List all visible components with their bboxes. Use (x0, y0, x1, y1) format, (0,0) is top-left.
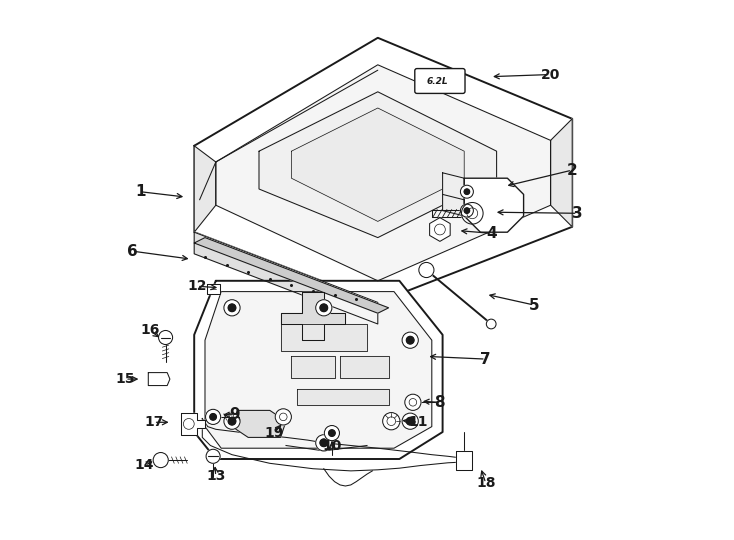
Text: 20: 20 (541, 68, 560, 82)
Circle shape (320, 439, 327, 447)
Polygon shape (195, 238, 388, 313)
Polygon shape (148, 373, 170, 386)
Text: 5: 5 (529, 298, 539, 313)
Polygon shape (181, 413, 205, 435)
Text: 16: 16 (140, 323, 159, 338)
Polygon shape (232, 410, 286, 437)
Circle shape (460, 204, 473, 217)
Circle shape (467, 208, 478, 219)
Text: 12: 12 (187, 279, 207, 293)
Circle shape (224, 300, 240, 316)
Polygon shape (464, 178, 523, 232)
Circle shape (228, 417, 236, 425)
Text: 10: 10 (322, 438, 341, 453)
Text: 11: 11 (409, 415, 428, 429)
Polygon shape (280, 292, 346, 340)
Polygon shape (205, 292, 432, 448)
Circle shape (382, 413, 400, 430)
Polygon shape (195, 146, 216, 232)
Circle shape (387, 417, 396, 426)
Text: 6.2L: 6.2L (426, 77, 448, 85)
Text: 14: 14 (135, 458, 154, 472)
Polygon shape (195, 232, 378, 324)
Text: 9: 9 (230, 407, 240, 422)
Text: 8: 8 (435, 395, 446, 410)
Circle shape (184, 418, 195, 429)
Text: 4: 4 (486, 226, 496, 241)
Circle shape (316, 435, 332, 451)
Polygon shape (195, 281, 443, 459)
Circle shape (324, 426, 339, 441)
Text: 13: 13 (206, 469, 225, 483)
Circle shape (462, 202, 483, 224)
Circle shape (402, 332, 418, 348)
Text: 1: 1 (135, 184, 145, 199)
Circle shape (153, 453, 168, 468)
Polygon shape (291, 108, 464, 221)
Circle shape (419, 262, 434, 278)
FancyBboxPatch shape (415, 69, 465, 93)
Circle shape (407, 336, 414, 344)
Text: 6: 6 (127, 244, 137, 259)
Text: 2: 2 (567, 163, 578, 178)
Circle shape (159, 330, 172, 345)
Text: 19: 19 (264, 426, 284, 440)
Polygon shape (259, 92, 497, 238)
Text: 17: 17 (144, 415, 164, 429)
Circle shape (402, 413, 418, 429)
Polygon shape (443, 173, 464, 216)
Circle shape (329, 430, 335, 436)
Polygon shape (216, 65, 550, 281)
Circle shape (275, 409, 291, 425)
Text: 18: 18 (476, 476, 495, 490)
Circle shape (316, 300, 332, 316)
Text: 3: 3 (573, 206, 583, 221)
Text: 7: 7 (481, 352, 491, 367)
Circle shape (280, 413, 287, 421)
Polygon shape (291, 356, 335, 378)
Circle shape (464, 189, 470, 194)
Text: 15: 15 (115, 372, 135, 386)
Circle shape (460, 185, 473, 198)
Circle shape (404, 394, 421, 410)
Circle shape (210, 414, 217, 420)
Polygon shape (280, 324, 367, 351)
Polygon shape (340, 356, 388, 378)
Circle shape (435, 224, 446, 235)
Polygon shape (456, 451, 472, 470)
Circle shape (407, 417, 414, 425)
Polygon shape (550, 119, 573, 227)
Polygon shape (206, 284, 219, 294)
Polygon shape (429, 218, 450, 241)
Polygon shape (195, 38, 573, 302)
Circle shape (206, 449, 220, 463)
Polygon shape (297, 389, 388, 405)
Circle shape (320, 304, 327, 312)
Circle shape (206, 409, 221, 424)
Circle shape (228, 304, 236, 312)
Circle shape (224, 413, 240, 429)
Circle shape (409, 399, 417, 406)
Circle shape (464, 208, 470, 213)
Circle shape (487, 319, 496, 329)
